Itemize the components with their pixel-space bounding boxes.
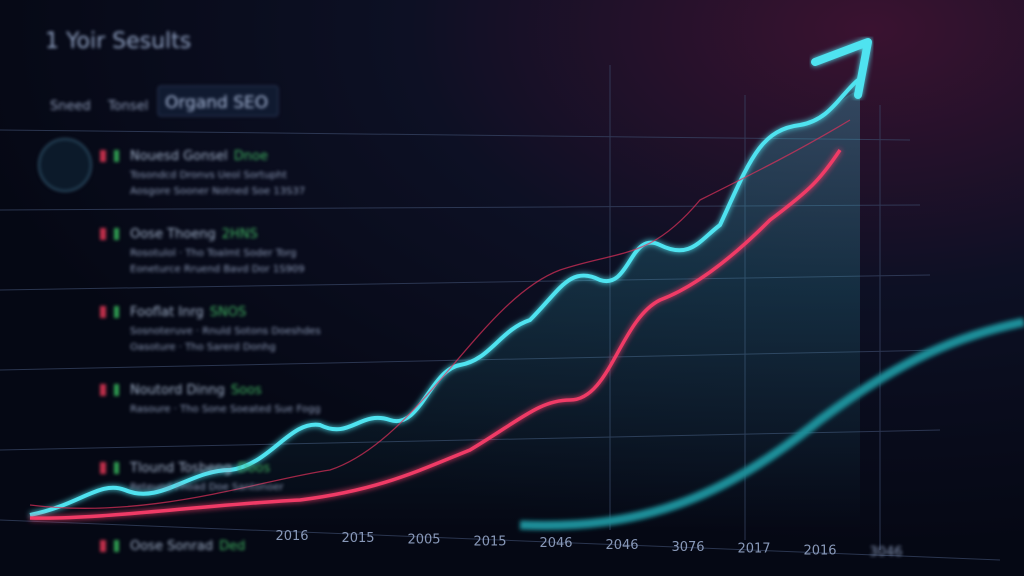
status-dot <box>114 150 119 162</box>
item-title: Noutord Dinng Soos <box>130 383 262 398</box>
status-dot <box>100 228 106 240</box>
item-tag: 2HNS <box>222 227 258 242</box>
item-tag: Dnoe <box>234 149 268 164</box>
x-label: 2046 <box>605 538 638 553</box>
item-line: Reteund Fnoad Doe Santonoer <box>130 482 284 493</box>
item-line: Aosgore Sooner Notned Soe 13S37 <box>130 186 305 197</box>
status-dot <box>100 462 106 474</box>
item-line: Rosotulol · Tho Toalmt Soder Torg <box>130 248 297 259</box>
item-title-text: Nouesd Gonsel <box>130 149 228 164</box>
item-title: Tlound Tosbeng Doos <box>129 461 270 476</box>
status-dot <box>114 540 119 552</box>
item-line: Oasoture · Tho Sarerd Donhg <box>130 342 276 353</box>
x-label: 2017 <box>737 542 770 557</box>
x-label: 2016 <box>275 529 308 544</box>
status-dot <box>114 306 119 318</box>
title: 1 Yoir Sesults <box>45 29 191 54</box>
x-label: 2046 <box>539 536 572 551</box>
item-title-text: Oose Sonrad <box>130 539 213 554</box>
sidebar: 1 Yoir Sesults Sneed Tonsel Organd SEO D… <box>38 29 321 554</box>
status-dot <box>100 384 106 396</box>
x-label: 2005 <box>407 533 440 548</box>
icon <box>38 138 92 192</box>
status-dot <box>114 228 119 240</box>
x-label: 2016 <box>803 543 836 558</box>
tab-active: Organd SEO <box>165 93 268 113</box>
status-dot <box>100 306 106 318</box>
tab: Tonsel <box>107 99 148 114</box>
item-title-text: Tlound Tosbeng <box>129 461 232 476</box>
item-line: Sosnoteruve · Rnuld Sotons Doeshdes <box>130 326 321 337</box>
item-title-text: Oose Thoeng <box>130 227 216 242</box>
item-title: Oose Sonrad Ded <box>130 539 245 554</box>
item-tag: Ded <box>219 539 245 554</box>
cyan-line <box>29 78 860 517</box>
status-dot <box>100 540 106 552</box>
item-tag: Doos <box>238 461 271 476</box>
area-fill <box>30 90 860 530</box>
item-line: Eoneturce Rruend Bavd Dor 1S909 <box>130 264 305 275</box>
item-title: Fooflat Inrg SNOS <box>130 305 246 320</box>
tab: Sneed <box>50 99 91 114</box>
item-title: Oose Thoeng 2HNS <box>130 227 258 242</box>
tab-active-bg <box>157 85 279 117</box>
red-line <box>29 149 842 520</box>
item-tag: Soos <box>231 383 262 398</box>
item-line: Rasoure · Tho Sone Soeated Sue Fogg <box>130 404 321 415</box>
item-title-text: Fooflat Inrg <box>130 305 204 320</box>
status-dot <box>114 384 119 396</box>
teal-curve <box>519 317 1024 530</box>
item-title-text: Noutord Dinng <box>130 383 225 398</box>
x-label: 2015 <box>341 531 374 546</box>
status-dot <box>114 462 119 474</box>
item-line: Tosondcd Dronvs Ueol Sortupht <box>129 170 287 181</box>
arrow <box>811 38 872 99</box>
x-labels: 2016 2015 2005 2015 2046 2046 3076 2017 2016 3046 <box>275 529 902 560</box>
x-label: 3076 <box>671 540 704 555</box>
status-dot <box>100 150 106 162</box>
item-tag: SNOS <box>210 305 246 320</box>
x-label: 2015 <box>473 534 506 549</box>
item-title: Nouesd Gonsel Dnoe <box>130 149 268 164</box>
x-label: 3046 <box>869 545 902 560</box>
red-thin-line <box>29 119 851 509</box>
